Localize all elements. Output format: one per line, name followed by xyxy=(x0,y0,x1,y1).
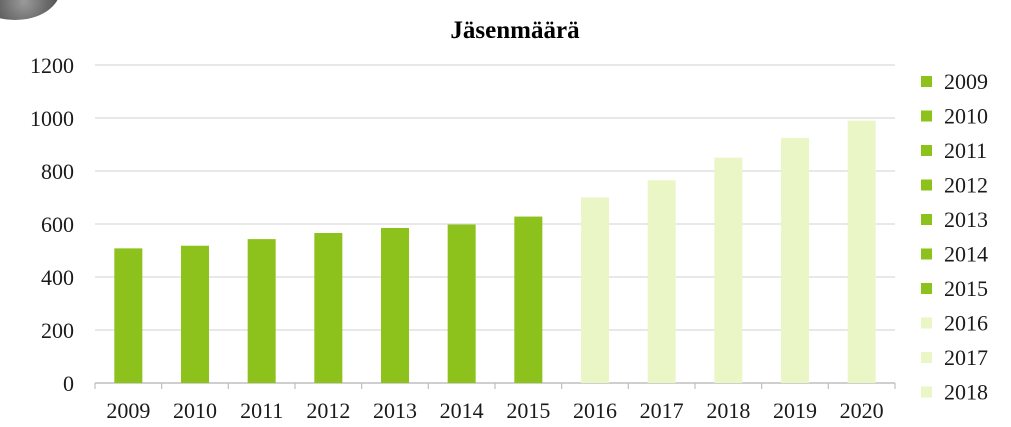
legend-swatch xyxy=(921,317,932,329)
legend-swatch xyxy=(921,386,932,398)
x-tick-label: 2017 xyxy=(640,398,684,423)
legend-swatch xyxy=(921,248,932,260)
gridlines xyxy=(95,64,895,331)
bar-2018 xyxy=(714,157,743,383)
legend-swatch xyxy=(921,110,932,122)
x-tick-label: 2012 xyxy=(306,398,350,423)
bar-2015 xyxy=(514,216,543,383)
bar-2010 xyxy=(181,245,209,383)
y-tick-label: 200 xyxy=(41,318,74,343)
legend-label: 2014 xyxy=(944,242,988,267)
bar-2017 xyxy=(647,180,676,383)
legend-label: 2011 xyxy=(944,138,987,163)
legend-label: 2009 xyxy=(944,69,988,94)
y-tick-label: 800 xyxy=(41,159,74,184)
bar-2012 xyxy=(314,233,343,383)
y-tick-label: 1000 xyxy=(30,106,74,131)
x-tick-label: 2009 xyxy=(106,398,150,423)
legend-swatch xyxy=(921,214,932,225)
x-tick-label: 2018 xyxy=(706,398,750,423)
bar-2016 xyxy=(581,197,609,383)
legend-label: 2015 xyxy=(944,276,988,301)
x-tick-label: 2015 xyxy=(506,398,550,423)
y-tick-label: 0 xyxy=(63,371,74,396)
x-tick-label: 2013 xyxy=(373,398,417,423)
x-tick-label: 2019 xyxy=(773,398,817,423)
legend-label: 2018 xyxy=(944,380,988,405)
x-axis: 2009 2010 2011 2012 2013 2014 2015 2016 2017 2018… xyxy=(94,383,896,423)
x-tick-label: 2014 xyxy=(440,398,484,423)
legend-swatch xyxy=(921,283,932,294)
legend-swatch xyxy=(921,76,932,87)
bar-2013 xyxy=(381,227,409,383)
y-tick-label: 400 xyxy=(41,265,74,290)
x-tick-label: 2011 xyxy=(240,398,283,423)
bar-2014 xyxy=(447,224,476,383)
bar-2019 xyxy=(781,137,809,383)
bar-2020 xyxy=(847,120,876,384)
legend-label: 2017 xyxy=(944,345,988,370)
x-tick-label: 2010 xyxy=(173,398,217,423)
x-tick-label: 2016 xyxy=(573,398,617,423)
y-tick-label: 600 xyxy=(41,212,74,237)
legend: 2009 2010 2011 2012 2013 2014 2015 2016 2017 2018 xyxy=(921,69,988,405)
legend-swatch xyxy=(921,145,932,156)
legend-swatch xyxy=(921,179,932,191)
legend-label: 2012 xyxy=(944,173,988,198)
bars xyxy=(114,120,876,384)
chart-title: Jäsenmäärä xyxy=(450,17,580,44)
legend-label: 2013 xyxy=(944,207,988,232)
legend-swatch xyxy=(921,352,932,363)
bar-2011 xyxy=(247,239,276,383)
legend-label: 2010 xyxy=(944,104,988,129)
legend-label: 2016 xyxy=(944,311,988,336)
x-tick-label: 2020 xyxy=(840,398,884,423)
bar-2009 xyxy=(114,248,143,383)
y-tick-label: 1200 xyxy=(30,53,74,78)
